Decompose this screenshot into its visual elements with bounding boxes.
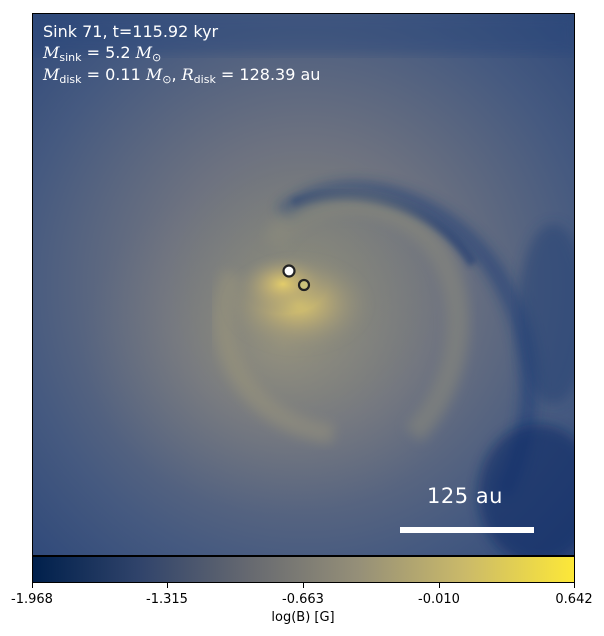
colorbar-tick-label: -1.968 [11,592,53,607]
colorbar-tick [32,583,33,588]
disk-info-label: Mdisk = 0.11 M⊙, Rdisk = 128.39 au [43,65,321,86]
scale-bar [400,527,534,533]
colorbar-tick [303,583,304,588]
magnetic-field-map: Sink 71, t=115.92 kyr Msink = 5.2 M⊙ Mdi… [32,13,575,556]
field-image [33,14,574,555]
colorbar-tick-label: -1.315 [146,592,188,607]
sink-primary-marker [282,264,296,278]
colorbar-tick [574,583,575,588]
sink-info-label: Sink 71, t=115.92 kyr [43,22,219,41]
colorbar-label: log(B) [G] [271,610,335,625]
colorbar-tick [439,583,440,588]
colorbar-tick [167,583,168,588]
colorbar-tick-label: -0.663 [282,592,324,607]
sink-companion-marker [297,278,311,292]
scale-bar-label: 125 au [427,484,503,508]
colorbar-tick-label: -0.010 [418,592,460,607]
colorbar-tick-label: 0.642 [555,592,593,607]
sink-mass-label: Msink = 5.2 M⊙ [43,43,162,64]
colorbar [32,556,575,583]
